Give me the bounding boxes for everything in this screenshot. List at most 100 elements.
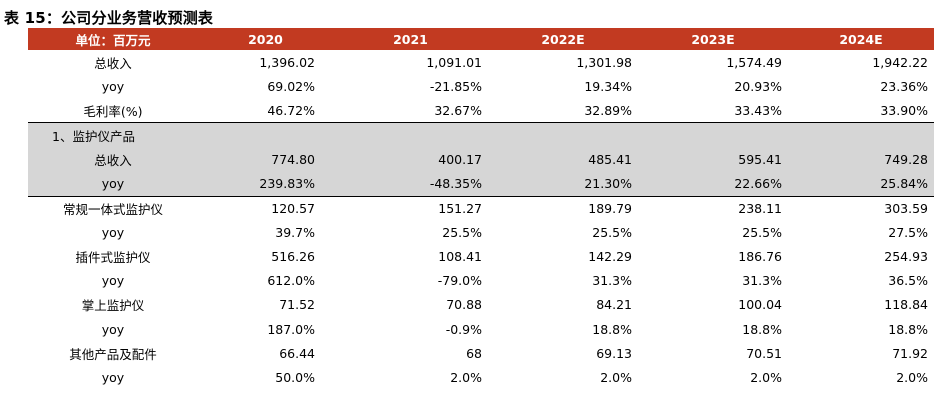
value-cell: 32.67% — [434, 102, 482, 118]
value-cell: 1,574.49 — [726, 54, 782, 70]
value-cell: 71.92 — [892, 345, 928, 361]
value-cell: 239.83% — [198, 171, 333, 197]
value-cell: 18.8% — [742, 321, 782, 337]
value-cell: 69.13 — [596, 345, 632, 361]
value-cell: 18.8% — [888, 321, 928, 337]
value-cell: 1,091.01 — [426, 54, 482, 70]
value-cell: 186.76 — [738, 249, 782, 265]
value-cell: 25.5% — [442, 225, 482, 241]
table-row: yoy 69.02% -21.85% 19.34% 20.93% 23.36% — [28, 74, 934, 98]
row-label: 毛利率(%) — [83, 103, 143, 119]
table-row: 常规一体式监护仪 120.57 151.27 189.79 238.11 303.59 — [28, 196, 934, 221]
table-row: yoy 187.0% -0.9% 18.8% 18.8% 18.8% — [28, 317, 934, 341]
header-cell-unit: 单位：百万元 — [28, 28, 198, 50]
value-cell: 22.66% — [638, 171, 788, 197]
value-cell: 2.0% — [450, 369, 482, 385]
value-cell: 774.80 — [198, 147, 333, 172]
table-body: 总收入 1,396.02 1,091.01 1,301.98 1,574.49 1,942… — [28, 50, 934, 389]
value-cell: 118.84 — [884, 297, 928, 313]
value-cell: 19.34% — [584, 78, 632, 94]
table-row: yoy 39.7% 25.5% 25.5% 25.5% 27.5% — [28, 221, 934, 245]
table-row: yoy 239.83% -48.35% 21.30% 22.66% 25.84% — [28, 171, 934, 197]
value-cell: 66.44 — [279, 345, 315, 361]
value-cell: 39.7% — [275, 225, 315, 241]
value-cell: 1,942.22 — [872, 54, 928, 70]
row-label: 掌上监护仪 — [81, 298, 145, 314]
row-label: yoy — [101, 78, 125, 94]
table-row: 其他产品及配件 66.44 68 69.13 70.51 71.92 — [28, 341, 934, 365]
header-cell-2020: 2020 — [198, 28, 333, 50]
value-cell: 1,396.02 — [259, 54, 315, 70]
table-row: 总收入 1,396.02 1,091.01 1,301.98 1,574.49 1,942… — [28, 50, 934, 74]
value-cell: 23.36% — [880, 78, 928, 94]
value-cell: 32.89% — [584, 102, 632, 118]
table-row: 掌上监护仪 71.52 70.88 84.21 100.04 118.84 — [28, 293, 934, 317]
table-row: 毛利率(%) 46.72% 32.67% 32.89% 33.43% 33.90% — [28, 98, 934, 123]
value-cell: 69.02% — [267, 78, 315, 94]
value-cell: 108.41 — [438, 249, 482, 265]
value-cell: 20.93% — [734, 78, 782, 94]
value-cell: 25.84% — [788, 171, 934, 197]
value-cell: 749.28 — [788, 147, 934, 172]
header-cell-2022e: 2022E — [488, 28, 638, 50]
value-cell: 1,301.98 — [576, 54, 632, 70]
value-cell: 238.11 — [738, 201, 782, 217]
value-cell: 70.88 — [446, 297, 482, 313]
header-cell-2023e: 2023E — [638, 28, 788, 50]
value-cell: 2.0% — [750, 369, 782, 385]
value-cell: 189.79 — [588, 201, 632, 217]
value-cell — [638, 122, 788, 148]
value-cell: 100.04 — [738, 297, 782, 313]
value-cell: 31.3% — [592, 273, 632, 289]
value-cell: 25.5% — [742, 225, 782, 241]
row-label: yoy — [28, 171, 198, 197]
table-title: 表 15：公司分业务营收预测表 — [4, 9, 214, 27]
value-cell: 71.52 — [279, 297, 315, 313]
value-cell: 2.0% — [600, 369, 632, 385]
value-cell: 27.5% — [888, 225, 928, 241]
value-cell: 516.26 — [271, 249, 315, 265]
value-cell: 400.17 — [333, 147, 488, 172]
value-cell: 31.3% — [742, 273, 782, 289]
value-cell: -79.0% — [437, 273, 482, 289]
header-cell-2021: 2021 — [333, 28, 488, 50]
value-cell — [788, 122, 934, 148]
table-row: yoy 50.0% 2.0% 2.0% 2.0% 2.0% — [28, 365, 934, 389]
row-label: 1、监护仪产品 — [28, 122, 198, 148]
value-cell: 485.41 — [488, 147, 638, 172]
value-cell: 142.29 — [588, 249, 632, 265]
row-label: 总收入 — [28, 147, 198, 172]
value-cell: -0.9% — [445, 321, 482, 337]
value-cell: 595.41 — [638, 147, 788, 172]
row-label: yoy — [101, 321, 125, 337]
value-cell: 84.21 — [596, 297, 632, 313]
table-row: 插件式监护仪 516.26 108.41 142.29 186.76 254.93 — [28, 245, 934, 269]
value-cell — [488, 122, 638, 148]
value-cell: 2.0% — [896, 369, 928, 385]
value-cell — [333, 122, 488, 148]
value-cell: 254.93 — [884, 249, 928, 265]
value-cell: 187.0% — [267, 321, 315, 337]
value-cell: 612.0% — [267, 273, 315, 289]
revenue-forecast-table: 单位：百万元 2020 2021 2022E 2023E 2024E 总收入 1,… — [28, 28, 934, 389]
row-label: yoy — [101, 273, 125, 289]
value-cell: 151.27 — [438, 201, 482, 217]
value-cell: 33.43% — [734, 102, 782, 118]
value-cell: 25.5% — [592, 225, 632, 241]
row-label: yoy — [101, 225, 125, 241]
table-row: 总收入 774.80 400.17 485.41 595.41 749.28 — [28, 147, 934, 172]
row-label: 总收入 — [94, 55, 132, 71]
table-row: 1、监护仪产品 — [28, 122, 934, 148]
row-label: 其他产品及配件 — [69, 346, 157, 362]
value-cell: 50.0% — [275, 369, 315, 385]
value-cell: -48.35% — [333, 171, 488, 197]
value-cell: 21.30% — [488, 171, 638, 197]
row-label: 插件式监护仪 — [75, 250, 151, 266]
value-cell: -21.85% — [429, 78, 482, 94]
value-cell: 303.59 — [884, 201, 928, 217]
value-cell: 18.8% — [592, 321, 632, 337]
value-cell: 36.5% — [888, 273, 928, 289]
value-cell: 68 — [466, 345, 482, 361]
row-label: 常规一体式监护仪 — [62, 202, 163, 218]
header-cell-2024e: 2024E — [788, 28, 934, 50]
